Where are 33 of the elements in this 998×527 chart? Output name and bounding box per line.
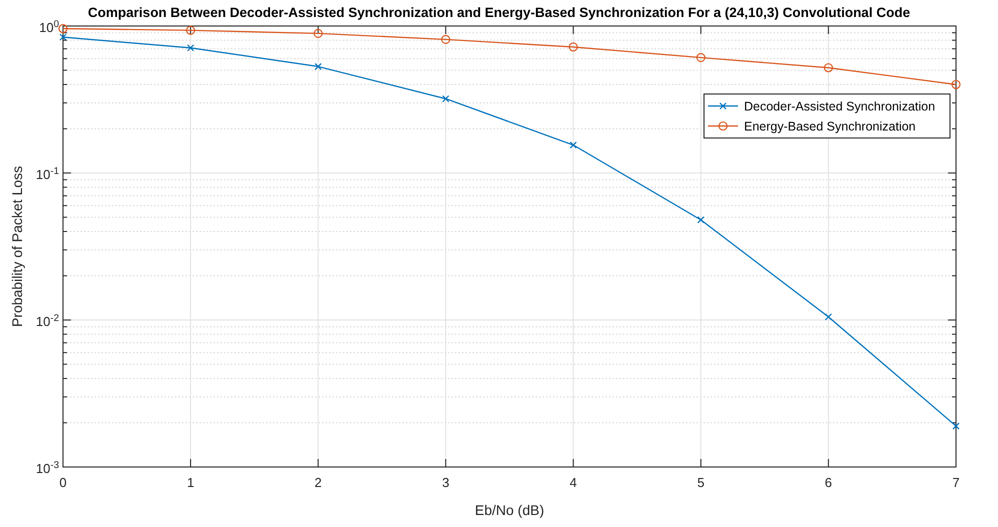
point: [697, 216, 704, 224]
x-tick-label: 2: [314, 475, 322, 490]
chart-title: Comparison Between Decoder-Assisted Synchronization and Energy-Based Synchronization For a (24,10,3) Convolutional Code: [88, 5, 911, 20]
x-tick-label: 4: [570, 475, 577, 490]
y-tick-label: 10$^{-2}$: [36, 312, 59, 329]
point: [58, 24, 68, 34]
point: [441, 34, 450, 44]
point: [824, 63, 833, 72]
x-tick-label: 1: [186, 475, 194, 490]
point: [824, 313, 832, 320]
point: [314, 62, 322, 70]
point: [314, 28, 323, 38]
point: [186, 44, 194, 52]
point: [442, 95, 450, 102]
point: [570, 141, 577, 149]
x-axis-title: Eb/No (dB): [474, 502, 544, 518]
x-tick-label: 3: [442, 475, 450, 490]
point: [951, 80, 961, 90]
point: [568, 42, 578, 52]
y-axis-title: Probability of Packet Loss: [9, 166, 25, 328]
x-tick-label: 7: [952, 475, 960, 490]
x-tick-label: 5: [697, 475, 704, 490]
x-tick-label: 6: [824, 475, 832, 490]
y-tick-label: 10$^{-1}$: [36, 166, 59, 182]
legend-label: Decoder-Assisted Synchronization: [744, 100, 936, 114]
point: [952, 422, 960, 430]
point: [59, 34, 67, 41]
point: [696, 53, 706, 62]
point: [186, 26, 196, 35]
legend-label: Energy-Based Synchronization: [744, 120, 916, 134]
y-tick-label: 10$^{0}$: [39, 18, 60, 35]
y-tick-label: 10$^{-3}$: [36, 460, 59, 476]
x-tick-label: 0: [59, 475, 67, 490]
